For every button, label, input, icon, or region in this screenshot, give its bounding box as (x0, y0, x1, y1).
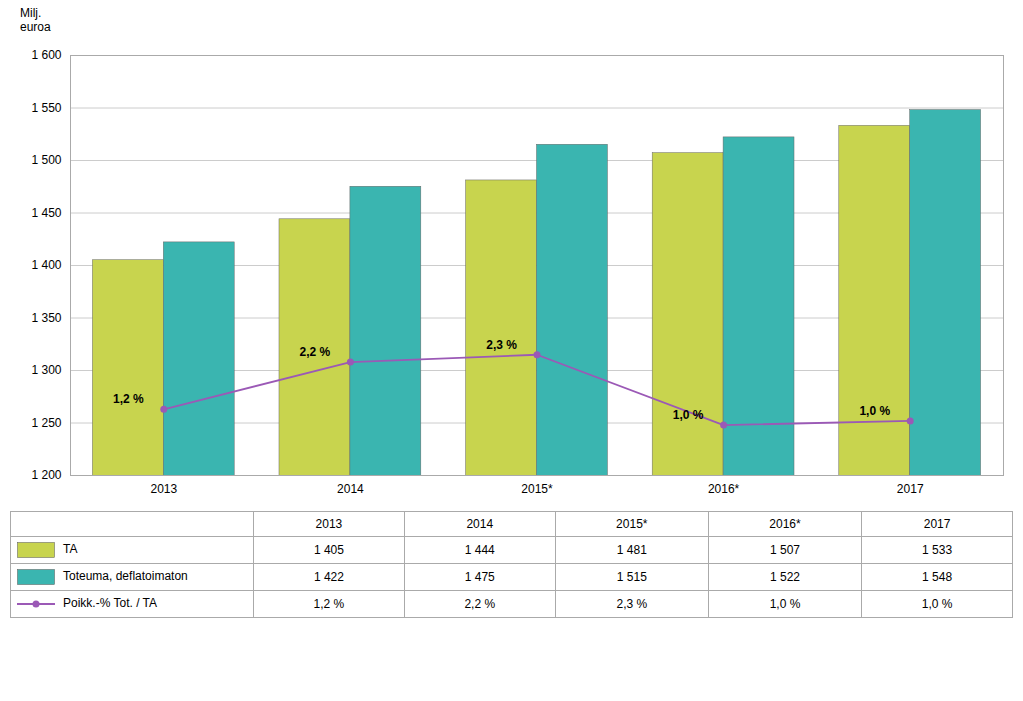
html-text:2,3 %: 2,3 % (616, 596, 648, 611)
html-text:2013: 2013 (315, 516, 343, 531)
html-text:1 444: 1 444 (464, 542, 495, 557)
svg-text:1 200: 1 200 (31, 468, 61, 482)
svg-text:2017: 2017 (897, 482, 924, 496)
svg-text:1 250: 1 250 (31, 416, 61, 430)
svg-text:1 350: 1 350 (31, 311, 61, 325)
html-text:1,0 %: 1,0 % (921, 596, 953, 611)
svg-text:1 550: 1 550 (31, 101, 61, 115)
html-text:1,0 %: 1,0 % (769, 596, 801, 611)
html-text:1 515: 1 515 (616, 569, 647, 584)
svg-text:1 500: 1 500 (31, 153, 61, 167)
html-text:1 422: 1 422 (313, 569, 344, 584)
html-text:2017: 2017 (923, 516, 951, 531)
svg-text:2014: 2014 (337, 482, 364, 496)
svg-text:1,2 %: 1,2 % (113, 392, 144, 406)
svg-text:2013: 2013 (150, 482, 177, 496)
html-text:2016*: 2016* (769, 516, 801, 531)
svg-text:1 600: 1 600 (31, 48, 61, 62)
svg-text:2016*: 2016* (708, 482, 740, 496)
html-text:Poikk.-% Tot. / TA: Poikk.-% Tot. / TA (63, 596, 157, 610)
html-text:1 548: 1 548 (922, 569, 953, 584)
html-text:2,2 %: 2,2 % (464, 596, 496, 611)
html-text:2014: 2014 (466, 516, 494, 531)
svg-text:1 450: 1 450 (31, 206, 61, 220)
svg-text:1,0 %: 1,0 % (673, 408, 704, 422)
html-text:1 405: 1 405 (313, 542, 344, 557)
html-text:2015*: 2015* (616, 516, 648, 531)
svg-text:1,0 %: 1,0 % (859, 404, 890, 418)
html-text:1 507: 1 507 (770, 542, 800, 557)
html-text:1,2 %: 1,2 % (313, 596, 345, 611)
html-text:TA: TA (63, 542, 78, 556)
svg-text:1 300: 1 300 (31, 363, 61, 377)
svg-text:2,3 %: 2,3 % (486, 337, 517, 351)
svg-text:2015*: 2015* (521, 482, 553, 496)
html-text:1 522: 1 522 (770, 569, 800, 584)
html-text:1 481: 1 481 (616, 542, 647, 557)
html-text:1 475: 1 475 (464, 569, 495, 584)
svg-text:1 400: 1 400 (31, 258, 61, 272)
svg-text:2,2 %: 2,2 % (300, 345, 331, 359)
html-text:1 533: 1 533 (922, 542, 953, 557)
html-text:Toteuma, deflatoimaton: Toteuma, deflatoimaton (63, 569, 188, 583)
html-text:Milj. euroa: Milj. euroa (20, 6, 51, 35)
